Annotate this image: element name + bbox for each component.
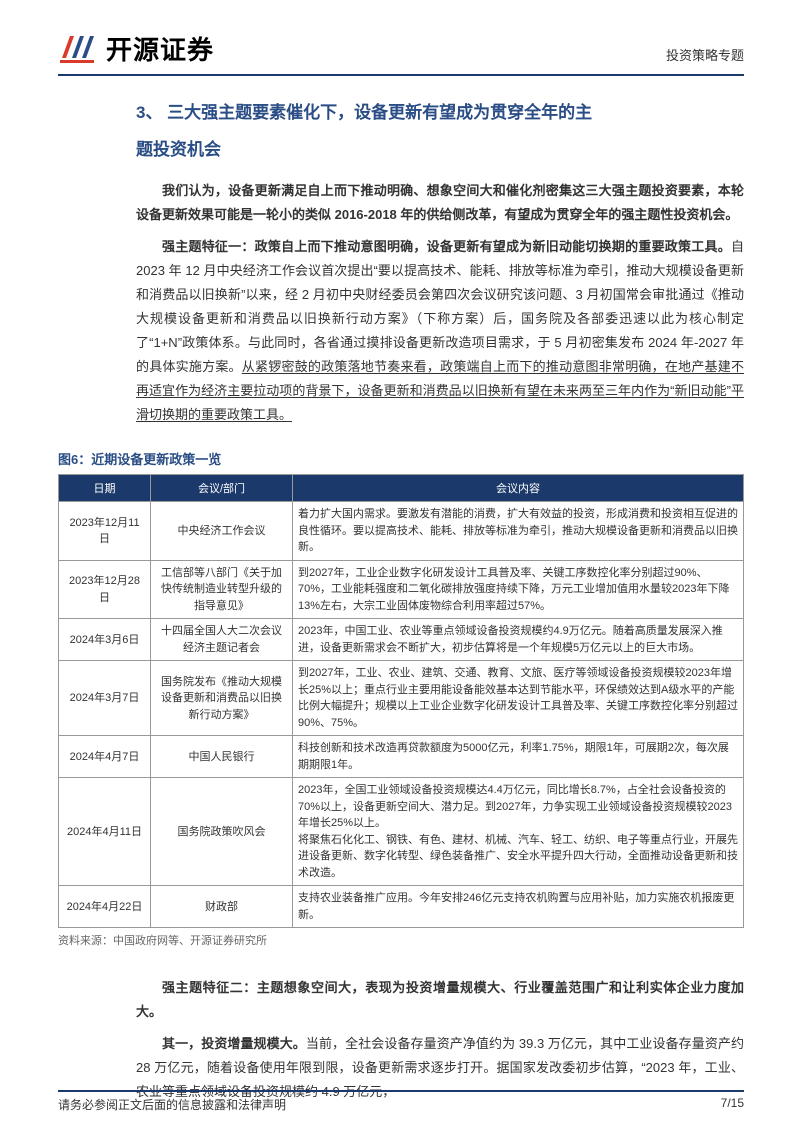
cell-dept: 中国人民银行 — [151, 736, 293, 778]
para-4-bold: 其一，投资增量规模大。 — [162, 1036, 306, 1051]
cell-content: 2023年，中国工业、农业等重点领域设备投资规模约4.9万亿元。随着高质量发展深… — [293, 619, 744, 661]
cell-content: 着力扩大国内需求。要激发有潜能的消费，扩大有效益的投资，形成消费和投资相互促进的… — [293, 502, 744, 561]
title-line2: 题投资机会 — [136, 140, 221, 159]
cell-content: 科技创新和技术改造再贷款额度为5000亿元，利率1.75%，期限1年，可展期2次… — [293, 736, 744, 778]
cell-date: 2024年4月11日 — [59, 778, 151, 886]
policy-table: 日期 会议/部门 会议内容 2023年12月11日中央经济工作会议着力扩大国内需… — [58, 474, 744, 928]
footer-disclaimer: 请务必参阅正文后面的信息披露和法律声明 — [58, 1096, 286, 1113]
para-3: 强主题特征二：主题想象空间大，表现为投资增量规模大、行业覆盖范围广和让利实体企业… — [136, 976, 744, 1024]
table-row: 2024年3月7日国务院发布《推动大规模设备更新和消费品以旧换新行动方案》到20… — [59, 661, 744, 736]
col-dept: 会议/部门 — [151, 475, 293, 502]
cell-date: 2024年3月6日 — [59, 619, 151, 661]
table-row: 2024年4月11日国务院政策吹风会2023年，全国工业领域设备投资规模达4.4… — [59, 778, 744, 886]
cell-dept: 十四届全国人大二次会议经济主题记者会 — [151, 619, 293, 661]
logo-block: 开源证券 — [58, 28, 214, 68]
table-header-row: 日期 会议/部门 会议内容 — [59, 475, 744, 502]
page: 开源证券 投资策略专题 3、 三大强主题要素催化下，设备更新有望成为贯穿全年的主… — [0, 0, 802, 1133]
para-1-bold: 我们认为，设备更新满足自上而下推动明确、想象空间大和催化剂密集这三大强主题投资要… — [136, 183, 744, 222]
para-3-bold: 强主题特征二：主题想象空间大，表现为投资增量规模大、行业覆盖范围广和让利实体企业… — [136, 980, 744, 1019]
cell-date: 2024年3月7日 — [59, 661, 151, 736]
cell-dept: 财政部 — [151, 886, 293, 928]
para-2-bold: 强主题特征一：政策自上而下推动意图明确，设备更新有望成为新旧动能切换期的重要政策… — [162, 239, 731, 254]
table-row: 2024年4月22日财政部支持农业装备推广应用。今年安排246亿元支持农机购置与… — [59, 886, 744, 928]
cell-dept: 中央经济工作会议 — [151, 502, 293, 561]
table-row: 2023年12月28日工信部等八部门《关于加快传统制造业转型升级的指导意见》到2… — [59, 560, 744, 619]
cell-date: 2023年12月28日 — [59, 560, 151, 619]
figure-caption: 图6：近期设备更新政策一览 — [58, 449, 744, 468]
cell-date: 2024年4月22日 — [59, 886, 151, 928]
cell-dept: 国务院发布《推动大规模设备更新和消费品以旧换新行动方案》 — [151, 661, 293, 736]
col-content: 会议内容 — [293, 475, 744, 502]
figure-source: 资料来源：中国政府网等、开源证券研究所 — [58, 932, 744, 948]
para-2-text: 自 2023 年 12 月中央经济工作会议首次提出“要以提高技术、能耗、排放等标… — [136, 239, 744, 374]
header: 开源证券 投资策略专题 — [58, 28, 744, 76]
para-2: 强主题特征一：政策自上而下推动意图明确，设备更新有望成为新旧动能切换期的重要政策… — [136, 235, 744, 427]
para-1: 我们认为，设备更新满足自上而下推动明确、想象空间大和催化剂密集这三大强主题投资要… — [136, 179, 744, 227]
logo-text: 开源证券 — [106, 30, 214, 67]
cell-content: 支持农业装备推广应用。今年安排246亿元支持农机购置与应用补贴，加力实施农机报废… — [293, 886, 744, 928]
section-title: 3、 三大强主题要素催化下，设备更新有望成为贯穿全年的主 题投资机会 — [136, 94, 744, 169]
doc-type: 投资策略专题 — [666, 45, 744, 68]
cell-content: 到2027年，工业企业数字化研发设计工具普及率、关键工序数控化率分别超过90%、… — [293, 560, 744, 619]
cell-dept: 工信部等八部门《关于加快传统制造业转型升级的指导意见》 — [151, 560, 293, 619]
table-row: 2024年4月7日中国人民银行科技创新和技术改造再贷款额度为5000亿元，利率1… — [59, 736, 744, 778]
cell-content: 到2027年，工业、农业、建筑、交通、教育、文旅、医疗等领域设备投资规模较202… — [293, 661, 744, 736]
cell-dept: 国务院政策吹风会 — [151, 778, 293, 886]
cell-date: 2024年4月7日 — [59, 736, 151, 778]
col-date: 日期 — [59, 475, 151, 502]
footer: 请务必参阅正文后面的信息披露和法律声明 7/15 — [58, 1090, 744, 1113]
title-line1: 3、 三大强主题要素催化下，设备更新有望成为贯穿全年的主 — [136, 103, 592, 122]
logo-icon — [58, 28, 98, 68]
cell-date: 2023年12月11日 — [59, 502, 151, 561]
table-row: 2023年12月11日中央经济工作会议着力扩大国内需求。要激发有潜能的消费，扩大… — [59, 502, 744, 561]
cell-content: 2023年，全国工业领域设备投资规模达4.4万亿元，同比增长8.7%，占全社会设… — [293, 778, 744, 886]
table-row: 2024年3月6日十四届全国人大二次会议经济主题记者会2023年，中国工业、农业… — [59, 619, 744, 661]
footer-page-no: 7/15 — [721, 1096, 744, 1113]
